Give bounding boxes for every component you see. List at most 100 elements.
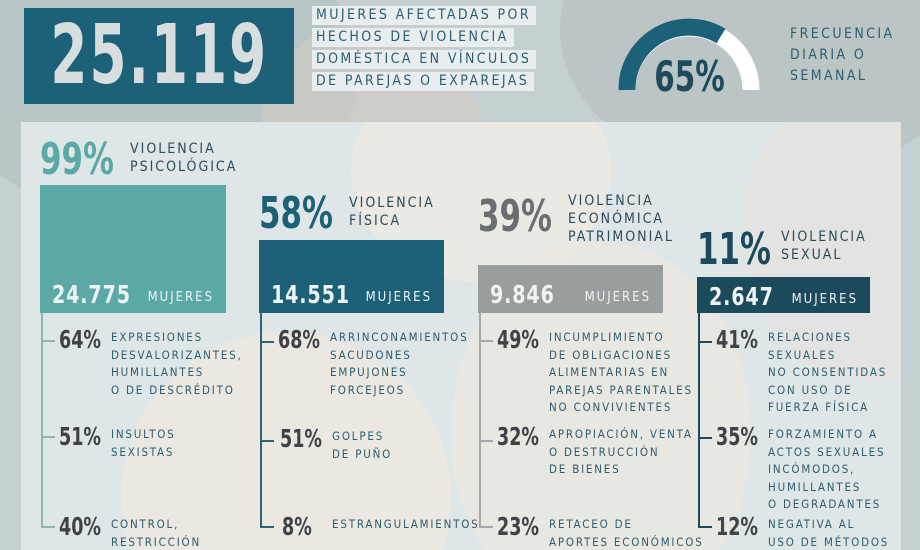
sub-item: 68% ARRINCONAMIENTOS SACUDONES EMPUJONES…: [278, 325, 469, 399]
sub-item-label: FORZAMIENTO A ACTOS SEXUALES INCÓMODOS, …: [768, 426, 885, 514]
sub-item-line: NO CONVIVIENTES: [549, 400, 673, 414]
total-women-value: 25.119: [50, 8, 268, 103]
sub-item-line: INCUMPLIMIENTO: [549, 330, 665, 344]
sub-item-line: HUMILLANTES: [768, 479, 862, 494]
sub-item: 35% FORZAMIENTO A ACTOS SEXUALES INCÓMOD…: [716, 422, 885, 514]
tree-line: [260, 313, 262, 528]
sub-item-label: GOLPES DE PUÑO: [332, 428, 392, 463]
tree-tick: [479, 340, 493, 342]
category-label-line: ECONÓMICA: [568, 211, 664, 227]
tree-line: [41, 313, 43, 528]
sub-item-label: RETACEO DE APORTES ECONÓMICOS: [549, 516, 704, 550]
category-percent: 11%: [697, 224, 771, 275]
sub-item-line: APORTES ECONÓMICOS: [549, 534, 704, 549]
sub-item-line: CONTROL,: [111, 517, 180, 531]
sub-item-line: NO CONSENTIDAS: [768, 365, 888, 379]
sub-item-percent: 23%: [497, 512, 539, 541]
category-count: 9.846: [490, 280, 555, 309]
sub-item-line: FORZAMIENTO A: [768, 427, 878, 441]
sub-item-percent: 35%: [716, 422, 758, 451]
sub-item-line: GOLPES: [332, 429, 385, 443]
tree-line: [698, 313, 700, 528]
category-label-line: VIOLENCIA: [781, 229, 867, 245]
sub-item-line: ARRINCONAMIENTOS: [330, 330, 469, 344]
sub-item-line: RELACIONES: [768, 330, 852, 344]
category-bar: 2.647 MUJERES: [697, 277, 870, 313]
sub-item-line: DE BIENES: [549, 462, 621, 476]
sub-item-percent: 8%: [282, 512, 312, 541]
headline-line: DOMÉSTICA EN VÍNCULOS: [312, 50, 537, 69]
tree-tick: [479, 526, 493, 528]
sub-item-label: ARRINCONAMIENTOS SACUDONES EMPUJONES FOR…: [330, 329, 469, 399]
sub-item-line: DE PUÑO: [332, 446, 393, 461]
category-header: 39% VIOLENCIA ECONÓMICA PATRIMONIAL: [478, 192, 674, 246]
tree-tick: [479, 440, 493, 442]
sub-item: 12% NEGATIVA AL USO DE MÉTODOS: [716, 512, 890, 550]
category-header: 58% VIOLENCIA FÍSICA: [259, 192, 435, 236]
sub-item: 8% ESTRANGULAMIENTOS: [282, 512, 480, 541]
category-label: VIOLENCIA SEXUAL: [781, 228, 867, 264]
sub-item-line: NEGATIVA AL: [768, 517, 856, 531]
tree-tick: [41, 526, 55, 528]
sub-item-line: O DEGRADANTES: [768, 497, 882, 511]
sub-item: 23% RETACEO DE APORTES ECONÓMICOS: [497, 512, 704, 550]
category-header: 99% VIOLENCIA PSICOLÓGICA: [40, 138, 237, 182]
sub-item-line: INSULTOS: [111, 427, 176, 441]
sub-item: 51% INSULTOS SEXISTAS: [59, 424, 176, 461]
sub-item-percent: 12%: [716, 512, 758, 541]
sub-item-line: APROPIACIÓN, VENTA: [549, 427, 693, 441]
sub-item-line: USO DE MÉTODOS: [768, 534, 890, 549]
sub-item-line: SEXUALES: [768, 347, 837, 362]
tree-tick: [698, 437, 712, 439]
sub-item: 49% INCUMPLIMIENTO DE OBLIGACIONES ALIME…: [497, 327, 693, 417]
headline-line: HECHOS DE VIOLENCIA: [312, 28, 514, 47]
frequency-label: FRECUENCIA DIARIA O SEMANAL: [790, 24, 894, 86]
sub-item: 64% EXPRESIONES DESVALORIZANTES, HUMILLA…: [59, 325, 243, 399]
headline-line: DE PAREJAS O EXPAREJAS: [312, 72, 535, 91]
category-count: 14.551: [271, 280, 350, 309]
sub-item-line: PAREJAS PARENTALES: [549, 382, 693, 397]
sub-item-percent: 40%: [59, 512, 101, 541]
category-count: 2.647: [709, 282, 774, 311]
category-label: VIOLENCIA ECONÓMICA PATRIMONIAL: [568, 192, 674, 246]
tree-tick: [698, 341, 712, 343]
sub-item-label: APROPIACIÓN, VENTA O DESTRUCCIÓN DE BIEN…: [549, 426, 693, 479]
category-label: VIOLENCIA PSICOLÓGICA: [130, 140, 237, 176]
tree-tick: [260, 440, 274, 442]
sub-item-percent: 68%: [278, 325, 320, 354]
tree-tick: [260, 341, 274, 343]
frequency-label-line: SEMANAL: [790, 68, 868, 84]
category-count: 24.775: [52, 280, 131, 309]
sub-item-line: EXPRESIONES: [111, 330, 203, 344]
sub-item-line: O DE DESCRÉDITO: [111, 382, 235, 397]
sub-item-percent: 41%: [716, 325, 758, 354]
tree-tick: [698, 526, 712, 528]
category-unit: MUJERES: [365, 290, 432, 305]
sub-item-line: DESVALORIZANTES,: [111, 347, 243, 362]
frequency-label-line: DIARIA O: [790, 47, 867, 63]
sub-item-label: RELACIONES SEXUALES NO CONSENTIDAS CON U…: [768, 329, 887, 417]
sub-item-line: EMPUJONES: [330, 365, 408, 379]
sub-item: 32% APROPIACIÓN, VENTA O DESTRUCCIÓN DE …: [497, 424, 693, 479]
sub-item-line: SEXISTAS: [111, 444, 175, 459]
sub-item-label: ESTRANGULAMIENTOS: [332, 516, 480, 534]
sub-item-line: DE OBLIGACIONES: [549, 347, 672, 362]
headline: MUJERES AFECTADAS POR HECHOS DE VIOLENCI…: [312, 6, 537, 91]
sub-item-line: ESTRANGULAMIENTOS: [332, 517, 480, 531]
sub-item-line: CON USO DE: [768, 382, 853, 397]
frequency-gauge: 65%: [612, 12, 782, 102]
category-unit: MUJERES: [791, 292, 858, 307]
headline-line: MUJERES AFECTADAS POR: [312, 6, 537, 25]
category-label-line: VIOLENCIA: [130, 141, 216, 157]
category-label-line: PSICOLÓGICA: [130, 159, 238, 175]
category-label-line: FÍSICA: [349, 213, 402, 229]
sub-item-line: ALIMENTARIAS EN: [549, 365, 670, 379]
sub-item-line: HUMILLANTES: [111, 365, 205, 379]
category-percent: 58%: [259, 188, 333, 239]
sub-item-label: EXPRESIONES DESVALORIZANTES, HUMILLANTES…: [111, 329, 243, 399]
sub-item-label: INCUMPLIMIENTO DE OBLIGACIONES ALIMENTAR…: [549, 329, 693, 417]
sub-item-percent: 64%: [59, 325, 101, 354]
tree-line: [479, 313, 481, 528]
category-label-line: SEXUAL: [781, 247, 843, 263]
category-bar: 14.551 MUJERES: [259, 240, 444, 313]
